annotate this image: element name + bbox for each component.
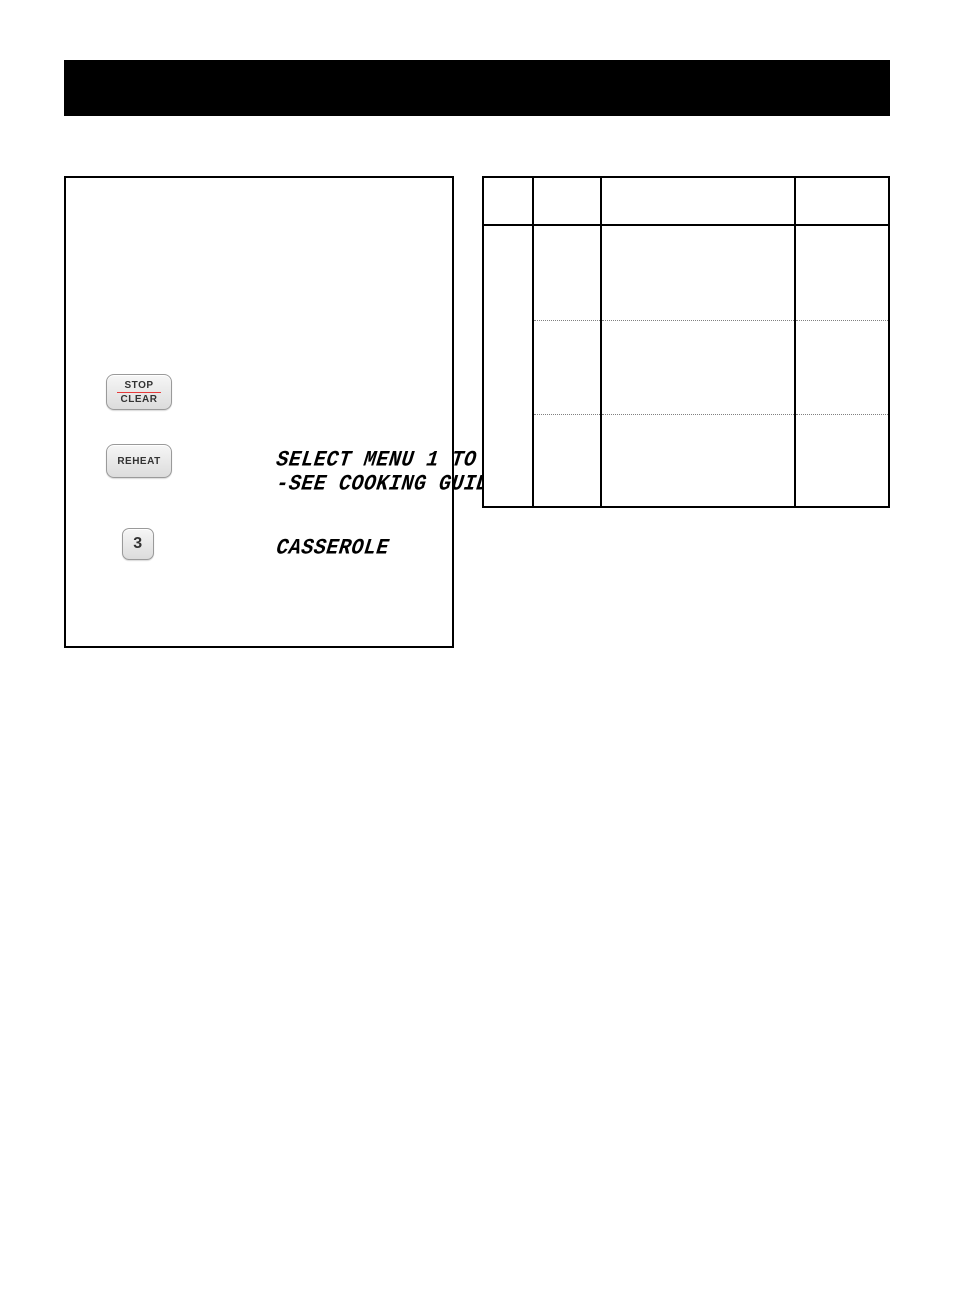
table-body-col-1 <box>484 226 534 506</box>
number-3-label: 3 <box>133 535 142 553</box>
menu-table <box>482 176 890 508</box>
table-body <box>484 226 888 506</box>
row-divider <box>602 414 794 415</box>
table-body-col-4 <box>796 226 888 506</box>
table-header-col-4 <box>796 178 888 224</box>
row-divider <box>602 320 794 321</box>
reheat-label: REHEAT <box>117 456 160 467</box>
table-header-col-1 <box>484 178 534 224</box>
title-banner <box>64 60 890 116</box>
row-divider <box>796 320 888 321</box>
stop-clear-button[interactable]: STOP CLEAR <box>106 374 172 410</box>
row-divider <box>534 320 600 321</box>
number-3-button[interactable]: 3 <box>122 528 154 560</box>
row-divider <box>534 414 600 415</box>
row-divider <box>796 414 888 415</box>
table-body-col-2 <box>534 226 602 506</box>
table-header-row <box>484 178 888 226</box>
instruction-panel: STOP CLEAR REHEAT 3 SELECT MENU 1 TO 3 -… <box>64 176 454 648</box>
table-body-col-3 <box>602 226 796 506</box>
reheat-button[interactable]: REHEAT <box>106 444 172 478</box>
clear-label: CLEAR <box>121 394 158 405</box>
stop-clear-divider <box>117 392 161 393</box>
table-header-col-2 <box>534 178 602 224</box>
stop-label: STOP <box>124 380 153 391</box>
display-line-3: CASSEROLE <box>275 536 391 562</box>
display-line-2: -SEE COOKING GUIDE <box>275 472 503 498</box>
table-header-col-3 <box>602 178 796 224</box>
